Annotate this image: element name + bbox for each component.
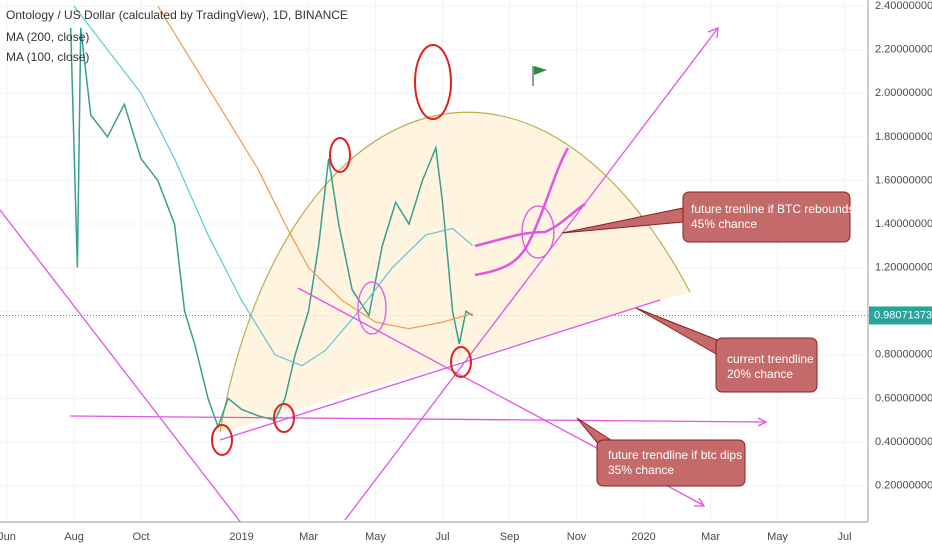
x-tick-label: Jul: [436, 531, 450, 543]
callout-text: future trenline if BTC rebounds 45% chanc…: [691, 202, 854, 231]
y-tick-label: 0.40000000: [875, 436, 932, 448]
callout-box: [596, 439, 746, 487]
y-tick-label: 0.80000000: [875, 349, 932, 361]
y-tick-label: 1.40000000: [875, 218, 932, 230]
x-tick-label: 2020: [631, 531, 655, 543]
indicator-label: MA (200, close): [6, 30, 89, 44]
ellipse: [414, 44, 452, 120]
callouts: future trenline if BTC rebounds 45% chanc…: [561, 191, 854, 487]
callout-text: future trendline if btc dips 35% chance: [608, 448, 742, 477]
x-tick-label: Mar: [299, 531, 318, 543]
y-tick-label: 1.20000000: [875, 262, 932, 274]
ellipse: [357, 281, 387, 335]
arrow-head: [757, 417, 768, 427]
x-tick-label: Sep: [500, 531, 520, 543]
y-tick-label: 0.20000000: [875, 480, 932, 492]
x-tick-label: Jul: [838, 531, 852, 543]
x-tick-label: May: [767, 531, 788, 543]
y-tick-label: 2.20000000: [875, 44, 932, 56]
arc-fill: [220, 112, 690, 432]
last-price-label: 0.98071373: [874, 309, 932, 321]
callout-box: [715, 337, 818, 393]
y-tick-label: 2.40000000: [875, 0, 932, 12]
ellipse: [329, 137, 351, 173]
chart-title: Ontology / US Dollar (calculated by Trad…: [6, 8, 348, 22]
x-tick-label: Oct: [132, 531, 149, 543]
trendline: [69, 415, 766, 423]
highlights: [211, 44, 472, 456]
ellipse: [450, 346, 472, 378]
series-line: [157, 5, 473, 330]
arrow-head: [707, 26, 719, 39]
ellipse: [211, 424, 233, 456]
y-tick-label: 0.60000000: [875, 392, 932, 404]
ellipse: [521, 205, 555, 259]
callout-pointer: [561, 207, 684, 234]
flag-cloth: [534, 66, 547, 75]
series-line: [73, 5, 474, 367]
callout-pointer: [635, 307, 731, 363]
trendline: [0, 209, 263, 550]
trendline: [344, 27, 719, 521]
y-tick-label: 2.00000000: [875, 87, 932, 99]
ellipse: [273, 403, 295, 433]
x-tick-label: Mar: [701, 531, 720, 543]
projection: [474, 202, 586, 248]
x-tick-label: Aug: [64, 531, 84, 543]
arc: [219, 111, 691, 433]
callout-box: [682, 191, 851, 243]
series-group: [69, 5, 474, 429]
time-axis: [0, 522, 932, 550]
last-price-box: [869, 306, 932, 325]
arrow-head: [694, 497, 706, 507]
callout-pointer: [576, 417, 615, 447]
price-axis: [868, 0, 932, 550]
series-line: [69, 27, 474, 429]
indicator-label: MA (100, close): [6, 50, 89, 64]
y-tick-label: 1.80000000: [875, 131, 932, 143]
flag: [532, 66, 547, 86]
x-tick-label: 2019: [229, 531, 253, 543]
x-tick-label: Jun: [0, 531, 16, 543]
x-tick-label: May: [365, 531, 386, 543]
callout-text: current trendline 20% chance: [727, 352, 814, 381]
x-tick-label: Nov: [567, 531, 587, 543]
projection: [474, 147, 570, 277]
y-tick-label: 1.60000000: [875, 174, 932, 186]
